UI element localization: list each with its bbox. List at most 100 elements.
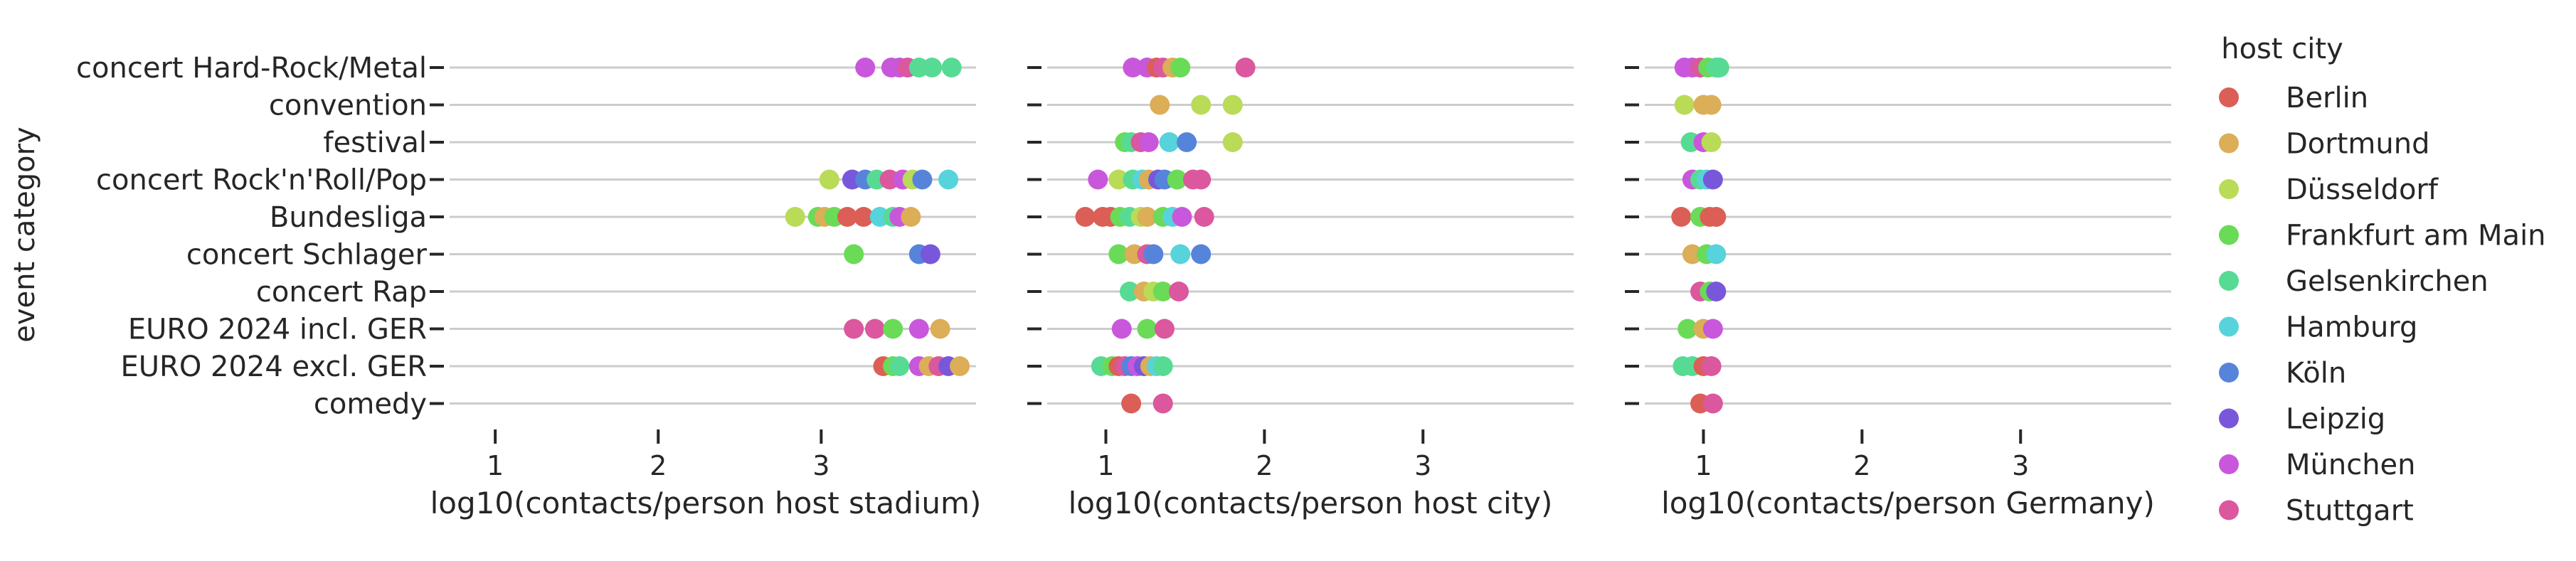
data-point <box>1235 58 1256 78</box>
x-axis-label: log10(contacts/person host stadium) <box>430 486 982 520</box>
data-point <box>1167 169 1187 190</box>
panel-2: 1 2 3 log10(contacts/person host city) <box>1027 58 1574 520</box>
data-point <box>844 244 864 265</box>
data-point <box>855 58 876 78</box>
category-label: Bundesliga <box>270 201 427 234</box>
data-point <box>1152 393 1173 414</box>
data-point <box>1152 356 1173 376</box>
legend-label: Frankfurt am Main <box>2286 220 2546 252</box>
data-point <box>1159 132 1180 152</box>
data-point <box>920 244 940 265</box>
legend-label: Berlin <box>2286 82 2368 114</box>
x-tick-label: 1 <box>1097 450 1114 481</box>
legend-marker <box>2219 271 2239 291</box>
x-tick-label: 1 <box>487 450 504 481</box>
data-point <box>1170 58 1191 78</box>
data-point <box>1702 393 1723 414</box>
legend-marker <box>2219 454 2239 474</box>
data-point <box>1677 319 1698 339</box>
panel-1: 1 2 3 log10(contacts/person host stadium) <box>430 58 981 520</box>
legend-marker <box>2219 408 2239 429</box>
legend-label: Hamburg <box>2286 311 2417 344</box>
data-point <box>1152 282 1173 301</box>
data-point <box>844 319 864 339</box>
data-point <box>1671 207 1692 227</box>
category-label: concert Hard-Rock/Metal <box>76 52 427 85</box>
data-point <box>1701 356 1722 376</box>
legend-marker <box>2219 179 2239 199</box>
x-tick-label: 3 <box>2012 450 2029 481</box>
data-point <box>1108 169 1129 190</box>
data-point <box>1701 95 1722 115</box>
data-point <box>785 207 805 227</box>
data-point <box>1702 319 1723 339</box>
x-tick-label: 1 <box>1695 450 1712 481</box>
x-tick-label: 3 <box>1414 450 1431 481</box>
x-tick-label: 2 <box>1853 450 1870 481</box>
data-point <box>1674 95 1695 115</box>
legend-label: Stuttgart <box>2286 495 2414 528</box>
category-label: comedy <box>314 388 427 421</box>
data-point <box>864 319 885 339</box>
data-point <box>1154 319 1175 339</box>
data-point <box>941 58 962 78</box>
data-point <box>930 319 950 339</box>
data-point <box>883 319 903 339</box>
data-point <box>1075 207 1096 227</box>
data-point <box>1150 95 1170 115</box>
data-point <box>1191 169 1212 190</box>
legend-title: host city <box>2221 33 2343 65</box>
data-point <box>1170 244 1191 265</box>
data-point <box>1119 282 1140 301</box>
data-point <box>1706 244 1727 265</box>
legend-marker <box>2219 87 2239 107</box>
panel-3: 1 2 3 log10(contacts/person Germany) <box>1625 58 2171 520</box>
legend-marker <box>2219 225 2239 245</box>
legend-marker <box>2219 316 2239 337</box>
data-point <box>938 169 959 190</box>
data-point <box>1137 207 1157 227</box>
legend-marker <box>2219 363 2239 383</box>
category-label: concert Schlager <box>186 239 428 272</box>
data-point <box>1706 282 1727 301</box>
category-label: concert Rock'n'Roll/Pop <box>96 164 427 197</box>
data-point <box>853 207 874 227</box>
data-point <box>908 319 929 339</box>
legend-label: Gelsenkirchen <box>2286 265 2488 298</box>
data-point <box>1191 95 1212 115</box>
data-point <box>950 356 970 376</box>
x-tick-label: 3 <box>812 450 829 481</box>
x-tick-label: 2 <box>1256 450 1273 481</box>
data-point <box>1682 244 1702 265</box>
data-point <box>1702 169 1723 190</box>
legend-marker <box>2219 133 2239 154</box>
data-point <box>1194 207 1214 227</box>
category-label: concert Rap <box>256 276 427 309</box>
data-point <box>1701 132 1722 152</box>
data-point <box>1121 393 1142 414</box>
data-point <box>912 169 933 190</box>
category-label: EURO 2024 excl. GER <box>120 351 427 383</box>
data-point <box>837 207 858 227</box>
data-point <box>1706 207 1727 227</box>
legend-label: München <box>2286 449 2416 481</box>
y-axis-label: event category <box>9 127 41 342</box>
data-point <box>1191 244 1212 265</box>
category-label: festival <box>323 127 427 159</box>
data-point <box>819 169 839 190</box>
legend-label: Düsseldorf <box>2286 173 2439 206</box>
data-point <box>901 207 921 227</box>
legend: host city Berlin Dortmund Düsseldorf Frankf… <box>2219 33 2546 528</box>
legend-marker <box>2219 500 2239 520</box>
data-point <box>1143 244 1164 265</box>
data-point <box>1222 132 1243 152</box>
data-point <box>1709 58 1729 78</box>
x-axis-label: log10(contacts/person host city) <box>1069 486 1553 520</box>
data-point <box>1177 132 1197 152</box>
data-point <box>1108 244 1129 265</box>
data-point <box>1172 207 1192 227</box>
category-label: convention <box>269 90 427 122</box>
legend-label: Leipzig <box>2286 403 2385 436</box>
